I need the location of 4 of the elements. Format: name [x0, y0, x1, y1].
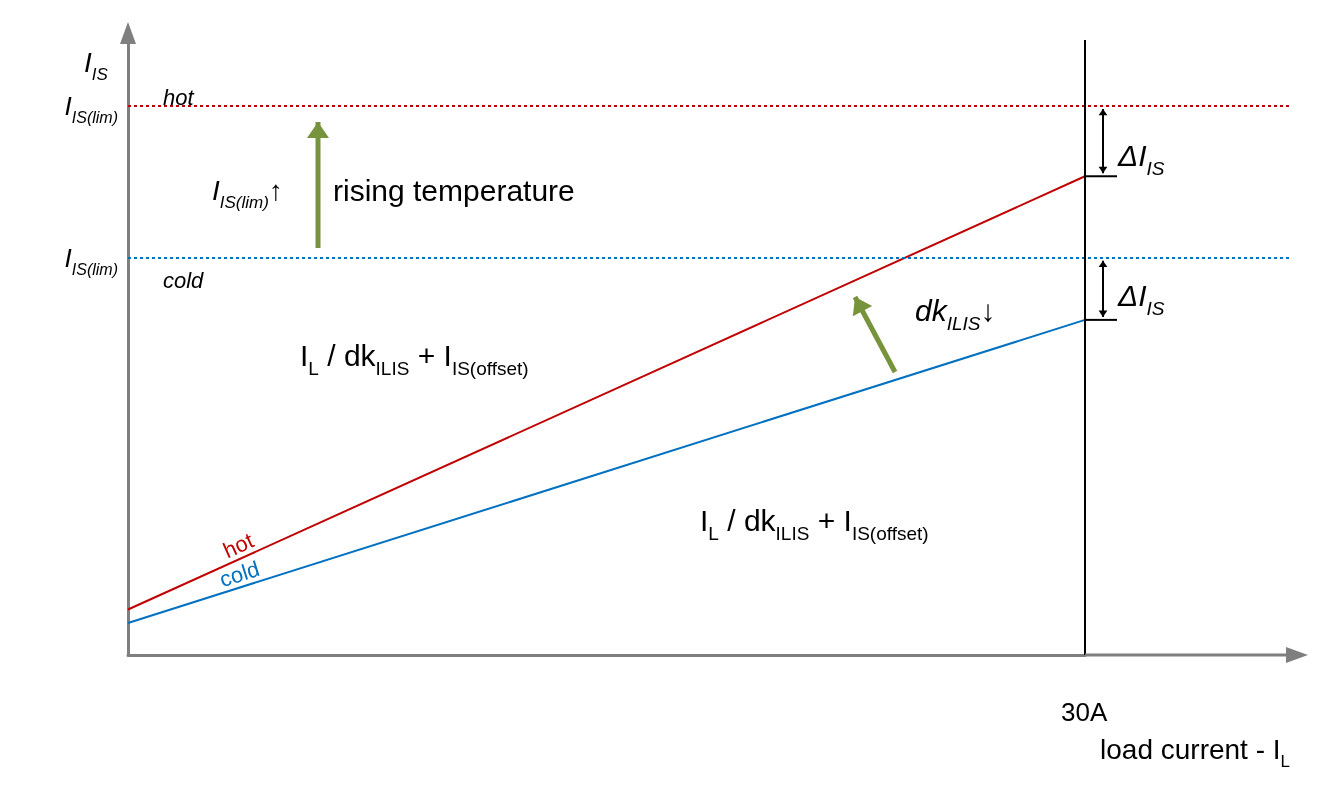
annotation: cold [163, 267, 205, 293]
text: hot [163, 84, 195, 110]
annotation: rising temperature [333, 173, 575, 207]
text: 30A [1061, 697, 1108, 727]
